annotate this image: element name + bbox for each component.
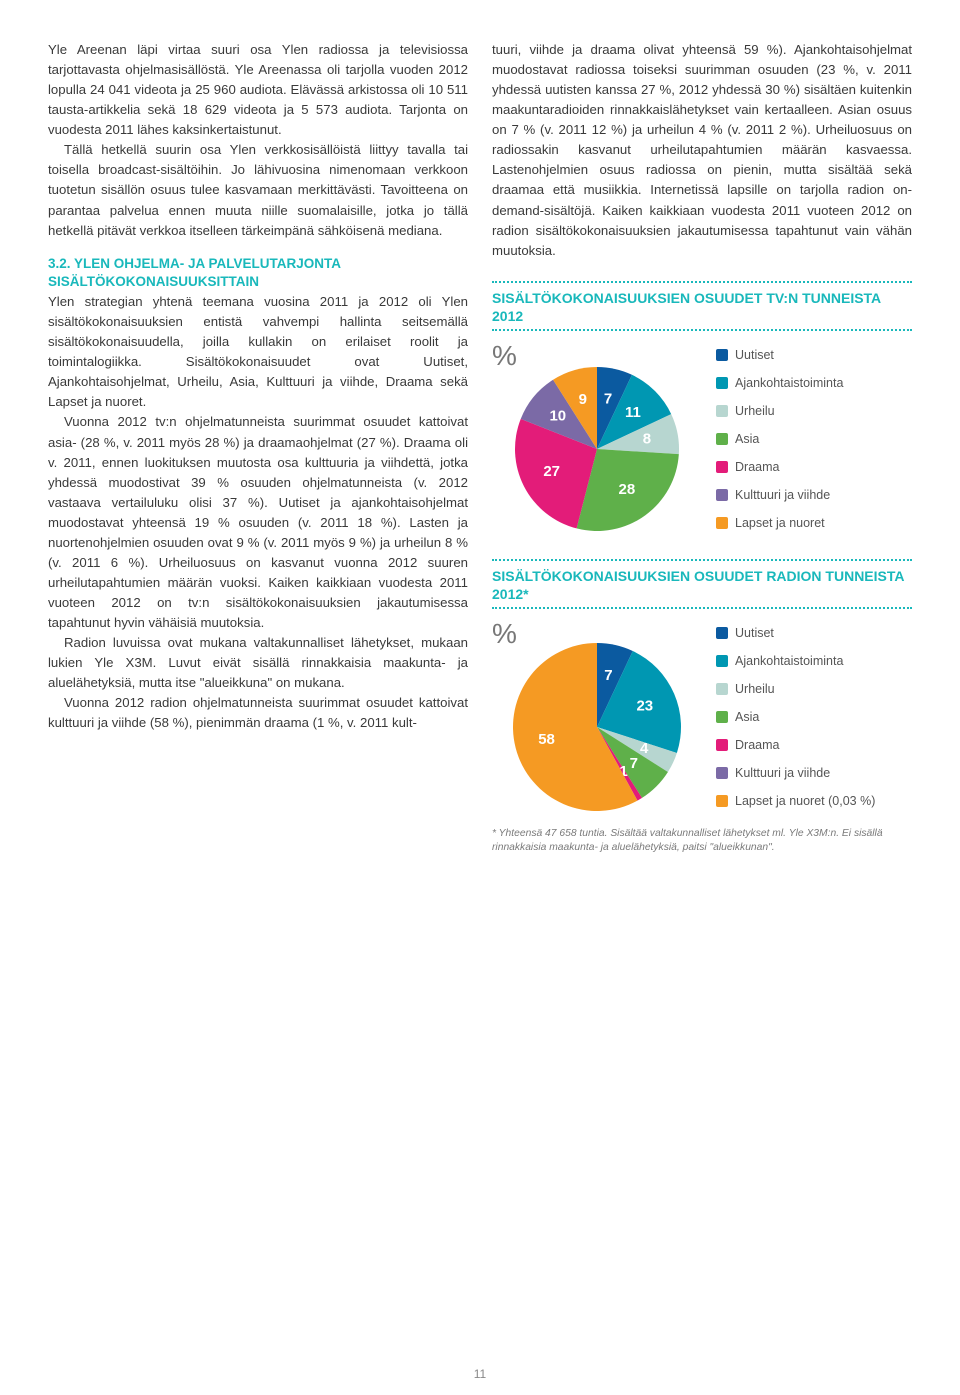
legend-item: Lapset ja nuoret (716, 514, 843, 533)
dotted-divider (492, 559, 912, 561)
legend-tv: Uutiset Ajankohtaistoiminta Urheilu Asia Dra… (716, 346, 843, 533)
chart-body: % 71182827109 UutisetAjankohtaistoiminta… (492, 339, 912, 539)
text: Radion luvuissa ovat mukana valtakunnall… (48, 635, 468, 690)
legend-label: Urheilu (735, 680, 775, 699)
pie-slice-label: 11 (625, 404, 641, 421)
paragraph: Yle Areenan läpi virtaa suuri osa Ylen r… (48, 40, 468, 140)
legend-label: Asia (735, 430, 759, 449)
pie-wrap: % 71182827109 (492, 339, 702, 539)
percent-symbol: % (492, 613, 517, 656)
pie-slice-label: 4 (640, 741, 649, 758)
chart-footnote: * Yhteensä 47 658 tuntia. Sisältää valta… (492, 827, 912, 855)
legend-label: Draama (735, 736, 779, 755)
left-column: Yle Areenan läpi virtaa suuri osa Ylen r… (48, 40, 468, 855)
legend-swatch (716, 517, 728, 529)
legend-label: Asia (735, 708, 759, 727)
legend-swatch (716, 767, 728, 779)
text: Vuonna 2012 tv:n ohjelmatunneista suurim… (48, 414, 468, 630)
legend-swatch (716, 349, 728, 361)
chart-title: SISÄLTÖKOKONAISUUKSIEN OSUUDET TV:N TUNN… (492, 289, 912, 325)
text: Tällä hetkellä suurin osa Ylen verkkosis… (48, 142, 468, 237)
legend-label: Draama (735, 458, 779, 477)
paragraph: Vuonna 2012 tv:n ohjelmatunneista suurim… (48, 412, 468, 633)
pie-slice-label: 7 (604, 390, 612, 407)
legend-swatch (716, 377, 728, 389)
legend-item: Draama (716, 458, 843, 477)
dotted-divider (492, 607, 912, 609)
pie-slice-label: 7 (604, 668, 612, 685)
pie-slice-label: 10 (549, 408, 566, 425)
page-number: 11 (0, 1367, 960, 1381)
text: Ylen strategian yhtenä teemana vuosina 2… (48, 294, 468, 409)
legend-item: Kulttuuri ja viihde (716, 764, 875, 783)
percent-symbol: % (492, 335, 517, 378)
paragraph: Ylen strategian yhtenä teemana vuosina 2… (48, 292, 468, 412)
legend-label: Kulttuuri ja viihde (735, 764, 830, 783)
text: Yle Areenan läpi virtaa suuri osa Ylen r… (48, 42, 468, 137)
legend-label: Lapset ja nuoret (735, 514, 825, 533)
legend-item: Asia (716, 430, 843, 449)
pie-slice-label: 23 (636, 698, 653, 715)
legend-swatch (716, 739, 728, 751)
dotted-divider (492, 329, 912, 331)
legend-item: Kulttuuri ja viihde (716, 486, 843, 505)
legend-swatch (716, 683, 728, 695)
chart-body: % 72347158 UutisetAjankohtaistoimintaUrh… (492, 617, 912, 817)
legend-radio: Uutiset Ajankohtaistoiminta Urheilu Asia Dra… (716, 624, 875, 811)
pie-slice-label: 27 (543, 463, 560, 480)
legend-label: Uutiset (735, 624, 774, 643)
legend-swatch (716, 433, 728, 445)
legend-swatch (716, 461, 728, 473)
radio-chart-block: SISÄLTÖKOKONAISUUKSIEN OSUUDET RADION TU… (492, 559, 912, 855)
paragraph: Tällä hetkellä suurin osa Ylen verkkosis… (48, 140, 468, 240)
pie-slice-label: 8 (643, 431, 651, 448)
legend-label: Uutiset (735, 346, 774, 365)
legend-item: Uutiset (716, 624, 875, 643)
pie-slice-label: 7 (630, 755, 638, 772)
dotted-divider (492, 281, 912, 283)
legend-item: Urheilu (716, 402, 843, 421)
text: tuuri, viihde ja draama olivat yhteensä … (492, 42, 912, 258)
pie-chart-tv: 7 118 28 27 10 9 (492, 339, 702, 539)
tv-chart-block: SISÄLTÖKOKONAISUUKSIEN OSUUDET TV:N TUNN… (492, 281, 912, 539)
legend-item: Ajankohtaistoiminta (716, 374, 843, 393)
legend-label: Urheilu (735, 402, 775, 421)
legend-swatch (716, 655, 728, 667)
legend-label: Lapset ja nuoret (0,03 %) (735, 792, 875, 811)
legend-item: Draama (716, 736, 875, 755)
legend-label: Ajankohtaistoiminta (735, 652, 843, 671)
legend-item: Uutiset (716, 346, 843, 365)
paragraph: Vuonna 2012 radion ohjelmatunneista suur… (48, 693, 468, 733)
pie-slice-label: 58 (538, 731, 555, 748)
two-column-layout: Yle Areenan läpi virtaa suuri osa Ylen r… (48, 40, 912, 855)
paragraph: Radion luvuissa ovat mukana valtakunnall… (48, 633, 468, 693)
chart-title: SISÄLTÖKOKONAISUUKSIEN OSUUDET RADION TU… (492, 567, 912, 603)
legend-swatch (716, 627, 728, 639)
pie-slice-label: 28 (619, 481, 636, 498)
right-column: tuuri, viihde ja draama olivat yhteensä … (492, 40, 912, 855)
legend-item: Asia (716, 708, 875, 727)
section-heading: 3.2. YLEN OHJELMA- JA PALVELUTARJONTA SI… (48, 255, 468, 291)
pie-chart-radio: 72347158 (492, 617, 702, 817)
legend-label: Ajankohtaistoiminta (735, 374, 843, 393)
legend-item: Ajankohtaistoiminta (716, 652, 875, 671)
legend-swatch (716, 405, 728, 417)
pie-wrap: % 72347158 (492, 617, 702, 817)
legend-swatch (716, 489, 728, 501)
legend-swatch (716, 795, 728, 807)
legend-swatch (716, 711, 728, 723)
legend-label: Kulttuuri ja viihde (735, 486, 830, 505)
text: Vuonna 2012 radion ohjelmatunneista suur… (48, 695, 468, 730)
paragraph: tuuri, viihde ja draama olivat yhteensä … (492, 40, 912, 261)
legend-item: Lapset ja nuoret (0,03 %) (716, 792, 875, 811)
pie-slice-label: 9 (579, 391, 587, 408)
legend-item: Urheilu (716, 680, 875, 699)
